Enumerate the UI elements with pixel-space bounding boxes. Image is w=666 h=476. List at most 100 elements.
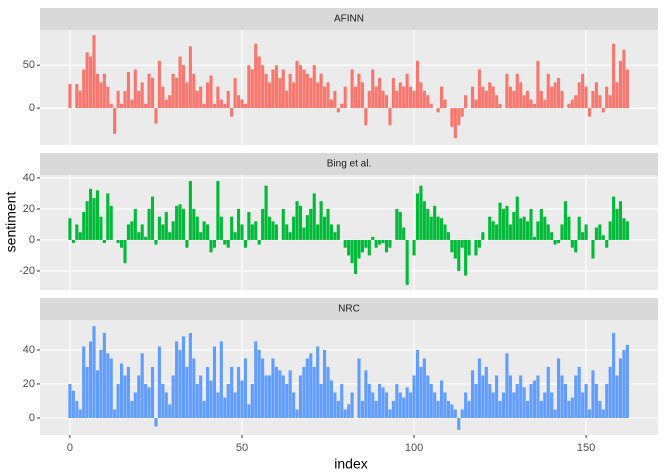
bar (68, 84, 72, 109)
y-tick-label: -20 (19, 265, 35, 277)
bar (443, 224, 447, 240)
bar (526, 90, 530, 109)
y-tick-label: 50 (23, 59, 35, 71)
bar (625, 344, 629, 418)
bar (453, 239, 457, 259)
bar (316, 82, 320, 109)
bar (453, 108, 457, 139)
bar (384, 95, 389, 109)
bar (570, 397, 574, 418)
bar (574, 375, 578, 418)
bar (419, 82, 423, 109)
bar (419, 366, 423, 418)
bar (298, 65, 303, 109)
bar (412, 375, 416, 418)
bar (618, 201, 623, 240)
bar (109, 103, 113, 109)
bar (195, 90, 199, 109)
bar (426, 375, 430, 418)
bar (557, 239, 561, 244)
bar (264, 185, 268, 240)
y-tick-label: 0 (29, 412, 35, 424)
strip-label: AFINN (334, 14, 364, 25)
bar (343, 86, 347, 109)
bar (223, 239, 227, 245)
bar (388, 409, 392, 418)
bar (388, 239, 392, 248)
bar (288, 370, 292, 418)
bar (68, 383, 72, 418)
bar (529, 208, 533, 240)
bar (137, 375, 141, 418)
y-axis-title: sentiment (3, 192, 19, 253)
bar (240, 224, 244, 240)
bar (140, 224, 144, 240)
bar (247, 404, 251, 418)
bar (223, 397, 227, 418)
bar (298, 375, 303, 418)
bar (560, 375, 564, 418)
bar (419, 185, 423, 240)
bar (357, 239, 361, 259)
bar (532, 103, 537, 109)
bar (491, 221, 495, 240)
bar (560, 224, 564, 240)
bar (505, 73, 509, 109)
bar (353, 239, 358, 275)
bar (357, 358, 361, 418)
bar (446, 400, 450, 418)
bar (598, 224, 602, 240)
bar (470, 370, 475, 418)
bar (102, 73, 106, 109)
bar (133, 208, 137, 240)
y-tick-label: 20 (23, 203, 35, 215)
bar (550, 392, 554, 418)
bar (99, 82, 103, 109)
bar (605, 383, 609, 418)
bar (395, 383, 399, 418)
bar (515, 196, 519, 240)
bar (319, 383, 323, 418)
bar (202, 221, 206, 240)
bar (171, 221, 175, 240)
bar (402, 227, 406, 240)
bar (212, 346, 217, 418)
bar (178, 349, 182, 418)
bar (285, 90, 289, 109)
bar (391, 78, 395, 109)
bar (515, 383, 519, 418)
bar (230, 216, 234, 240)
bar (391, 400, 395, 418)
bar (85, 201, 89, 240)
strip (40, 298, 658, 320)
x-tick-label: 0 (67, 442, 73, 454)
bar (126, 366, 130, 418)
bar (446, 232, 450, 240)
bar (481, 375, 485, 418)
bar (75, 84, 79, 109)
bar (436, 400, 440, 418)
bar (405, 73, 409, 109)
y-tick-label: 0 (29, 234, 35, 246)
bar (467, 239, 471, 256)
bar (78, 90, 82, 109)
bar (89, 56, 93, 109)
bar (594, 227, 598, 240)
bar (309, 208, 313, 240)
bar (584, 383, 588, 418)
bar (120, 239, 124, 248)
bar (188, 46, 192, 109)
bar (615, 375, 619, 418)
bar (285, 224, 289, 240)
bar (181, 336, 186, 418)
bar (181, 208, 186, 240)
bar (384, 392, 389, 418)
bar (209, 239, 213, 253)
bar (464, 95, 468, 109)
bar (192, 73, 196, 109)
bar (336, 400, 340, 418)
bar (443, 99, 447, 109)
bar (219, 99, 223, 109)
bar (364, 370, 368, 418)
